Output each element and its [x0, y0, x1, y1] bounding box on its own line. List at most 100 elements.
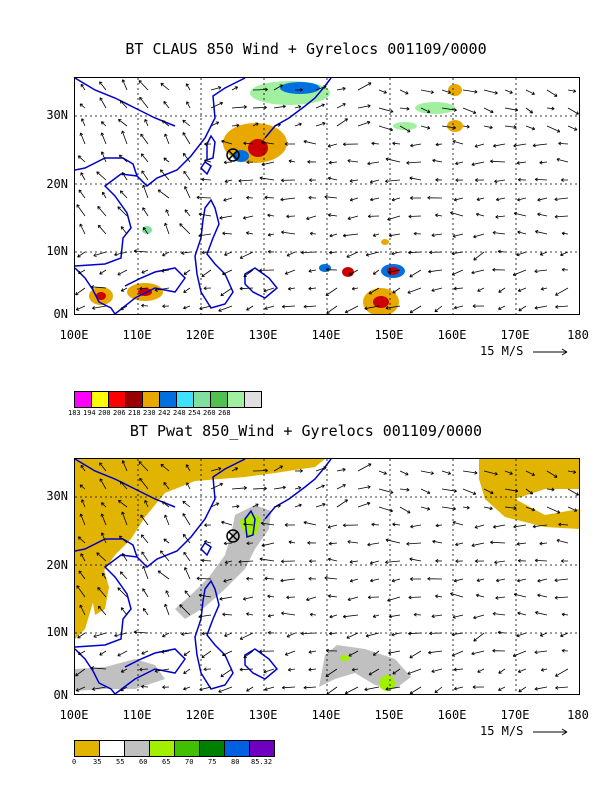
wind-vector-arrow: [144, 499, 149, 508]
wind-vector-arrow: [429, 631, 443, 636]
colorbar-swatch: [199, 740, 225, 757]
wind-vector-arrow: [555, 287, 569, 296]
wind-vector-arrow: [453, 286, 464, 291]
wind-vector-arrow: [372, 269, 380, 275]
wind-vector-arrow: [378, 470, 387, 475]
wind-vector-arrow: [504, 107, 519, 112]
wind-vector-arrow: [183, 269, 191, 275]
wind-vector-arrow: [223, 541, 233, 546]
wind-vector-arrow: [483, 488, 494, 495]
wind-vector-arrow: [475, 593, 485, 598]
wind-vector-arrow: [75, 287, 86, 296]
wind-vector-arrow: [80, 83, 86, 91]
wind-vector-arrow: [567, 125, 578, 131]
lon-label: 160E: [437, 328, 467, 342]
wind-vector-arrow: [325, 287, 338, 296]
wind-vector-arrow: [81, 499, 86, 508]
wind-vector-arrow: [294, 503, 302, 508]
wind-vector-arrow: [432, 539, 443, 544]
wind-vector-arrow: [306, 596, 317, 602]
wind-vector-arrow: [154, 287, 170, 292]
wind-vector-arrow: [462, 470, 478, 475]
wind-vector-arrow: [494, 179, 506, 184]
wind-vector-arrow: [561, 648, 569, 653]
colorbar-label: 55: [116, 758, 125, 766]
wind-vector-arrow: [406, 160, 422, 165]
wind-vector-arrow: [325, 648, 338, 653]
lon-label: 150E: [374, 708, 404, 722]
wind-vector-arrow: [286, 251, 296, 257]
wind-vector-arrow: [532, 524, 548, 529]
wind-vector-arrow: [201, 177, 212, 182]
wind-vector-arrow: [100, 513, 107, 526]
wind-vector-arrow: [477, 668, 485, 673]
wind-vector-arrow: [142, 608, 149, 616]
wind-vector-arrow: [117, 587, 128, 598]
wind-vector-arrow: [367, 595, 380, 600]
wind-vector-arrow: [558, 522, 569, 527]
wind-vector-arrow: [378, 125, 394, 132]
colorbar-label: 260: [203, 409, 216, 417]
wind-vector-arrow: [513, 524, 527, 529]
wind-vector-arrow: [371, 141, 380, 146]
wind-vector-arrow: [408, 631, 422, 636]
wind-vector-arrow: [472, 304, 485, 308]
wind-vector-arrow: [462, 505, 470, 510]
wind-vector-arrow: [210, 502, 220, 508]
wind-vector-arrow: [181, 251, 191, 255]
wind-vector-arrow: [492, 230, 506, 235]
wind-vector-arrow: [165, 209, 170, 217]
lon-label: 180: [567, 328, 589, 342]
vector-scale-label: 15 M/S: [480, 344, 524, 358]
wind-vector-arrow: [349, 178, 359, 183]
wind-vector-arrow: [239, 667, 254, 672]
wind-vector-arrow: [525, 125, 536, 131]
wind-vector-arrow: [554, 578, 569, 583]
wind-vector-arrow: [294, 122, 302, 127]
wind-vector-arrow: [267, 630, 275, 635]
wind-vector-arrow: [409, 686, 422, 694]
lon-label: 130E: [248, 328, 278, 342]
wind-vector-arrow: [142, 565, 149, 580]
wind-vector-arrow: [451, 632, 464, 637]
wind-vector-arrow: [517, 177, 527, 182]
wind-vector-arrow: [483, 125, 493, 130]
wind-vector-arrow: [560, 632, 569, 638]
wind-vector-arrow: [184, 567, 191, 580]
wind-vector-arrow: [139, 286, 149, 291]
wind-vector-arrow: [221, 139, 233, 145]
wind-vector-arrow: [307, 159, 317, 164]
wind-vector-arrow: [246, 576, 254, 581]
colorbar-label: 85.32: [251, 758, 273, 766]
wind-vector-arrow: [455, 161, 464, 166]
wind-vector-arrow: [441, 470, 452, 475]
wind-vector-arrow: [141, 650, 149, 655]
map-pwat-svg: [75, 459, 579, 694]
wind-vector-arrow: [534, 177, 548, 182]
wind-vector-arrow: [203, 667, 212, 672]
wind-vector-arrow: [391, 197, 401, 202]
wind-vector-arrow: [273, 465, 283, 472]
wind-vector-arrow: [453, 197, 464, 202]
wind-vector-arrow: [409, 577, 421, 581]
wind-vector-arrow: [315, 85, 327, 91]
wind-vector-arrow: [492, 267, 506, 272]
wind-vector-arrow: [560, 559, 568, 563]
wind-vector-arrow: [385, 560, 401, 565]
wind-vector-arrow: [120, 668, 128, 673]
wind-vector-arrow: [273, 504, 281, 508]
wind-vector-arrow: [260, 140, 275, 145]
wind-vector-arrow: [163, 157, 170, 163]
lon-label: 100E: [59, 328, 89, 342]
wind-vector-arrow: [222, 231, 233, 236]
colorbar-claus: [74, 391, 262, 408]
colorbar-label: 80: [231, 758, 240, 766]
wind-vector-arrow: [157, 189, 170, 199]
wind-vector-arrow: [567, 89, 577, 93]
wind-vector-arrow: [504, 125, 517, 129]
wind-vector-arrow: [242, 215, 254, 220]
wind-vector-arrow: [567, 470, 577, 474]
wind-vector-arrow: [452, 233, 464, 238]
wind-vector-arrow: [185, 83, 191, 91]
wind-vector-arrow: [303, 520, 317, 526]
